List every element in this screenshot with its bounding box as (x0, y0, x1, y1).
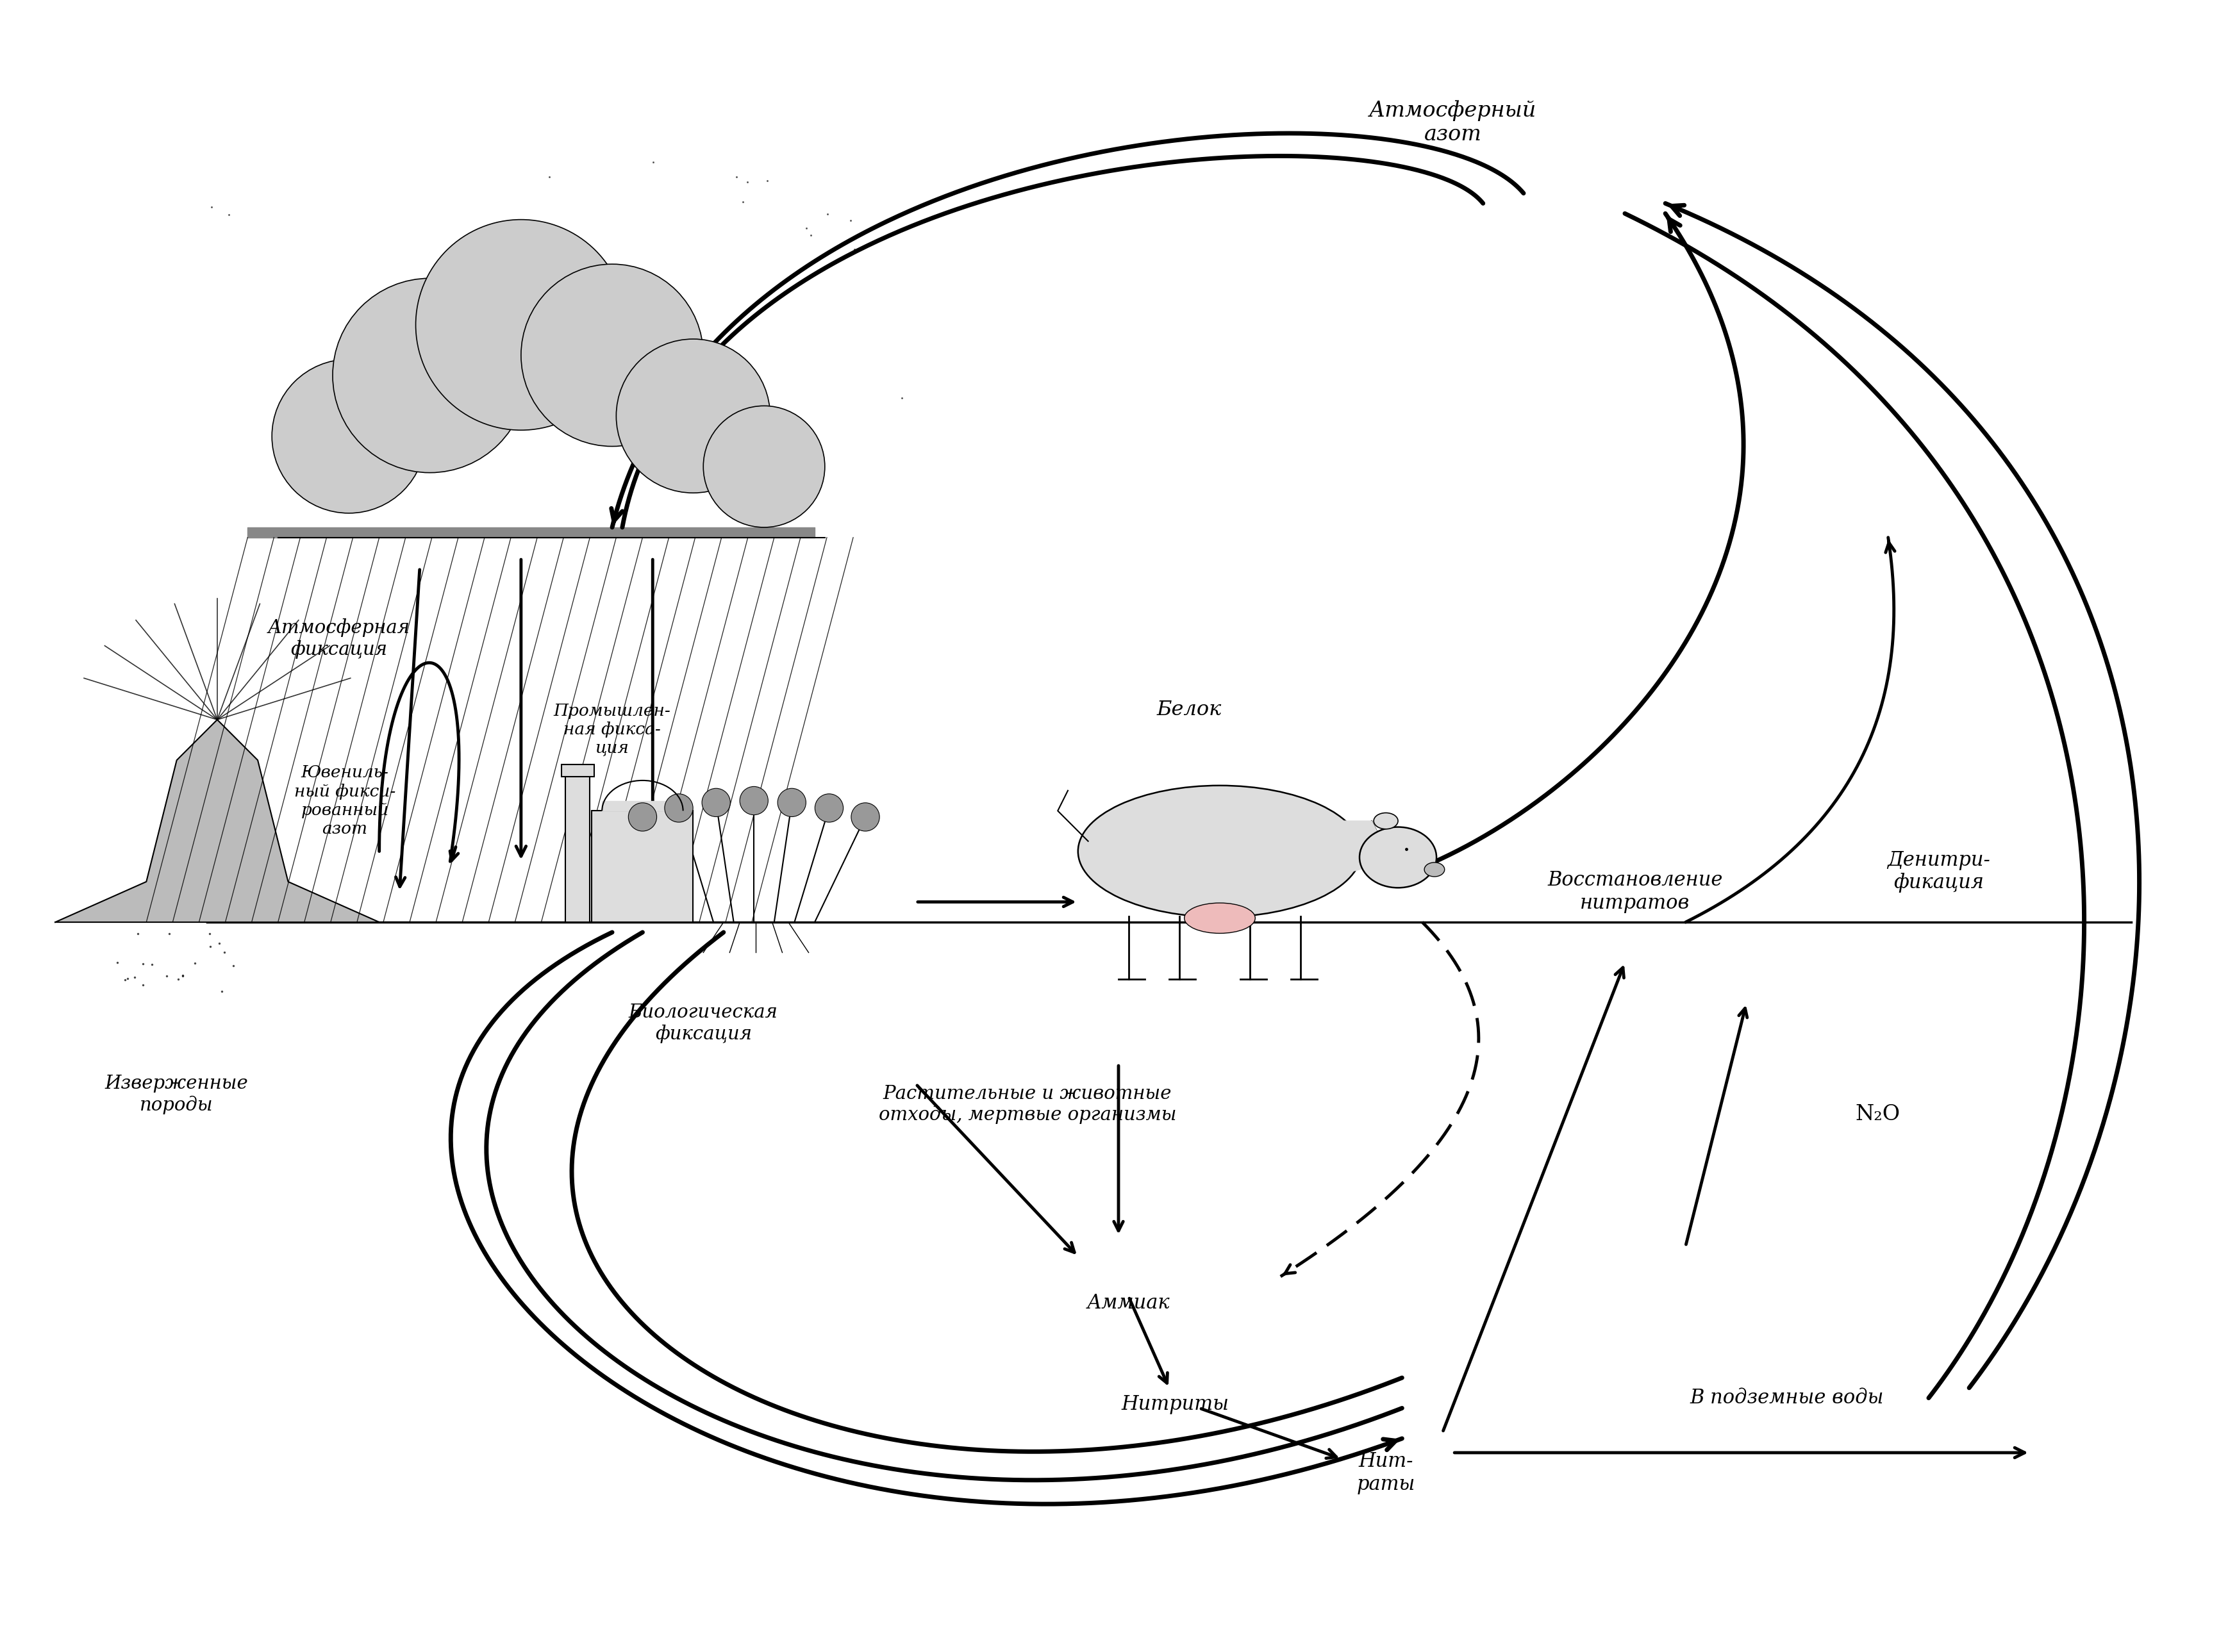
Circle shape (740, 786, 767, 814)
Polygon shape (1331, 821, 1391, 872)
Ellipse shape (1374, 813, 1398, 829)
Text: Атмосферный
азот: Атмосферный азот (1369, 101, 1537, 145)
Text: Аммиак: Аммиак (1087, 1294, 1170, 1313)
Text: Растительные и животные
отходы, мертвые организмы: Растительные и животные отходы, мертвые … (879, 1085, 1177, 1125)
Bar (566, 770, 591, 922)
Text: Ювениль-
ный фикси-
рованный
азот: Ювениль- ный фикси- рованный азот (293, 765, 396, 836)
Bar (593, 811, 693, 922)
Polygon shape (56, 720, 380, 922)
Circle shape (702, 788, 729, 816)
Ellipse shape (1078, 785, 1362, 917)
Text: Нит-
раты: Нит- раты (1356, 1452, 1416, 1495)
Text: Изверженные
породы: Изверженные породы (105, 1074, 248, 1113)
Circle shape (521, 264, 702, 446)
Ellipse shape (1360, 828, 1436, 887)
Text: Денитри-
фикация: Денитри- фикация (1888, 851, 1991, 894)
Circle shape (664, 795, 693, 823)
Polygon shape (277, 537, 825, 919)
Text: Восстановление
нитратов: Восстановление нитратов (1548, 871, 1722, 914)
Text: N₂O: N₂O (1854, 1104, 1901, 1125)
Circle shape (615, 339, 770, 492)
Text: Биологическая
фиксация: Биологическая фиксация (629, 1004, 778, 1042)
Ellipse shape (1183, 904, 1255, 933)
Circle shape (778, 788, 805, 816)
Polygon shape (602, 801, 682, 811)
Text: Промышлен-
ная фикса-
ция: Промышлен- ная фикса- ция (553, 704, 671, 757)
Text: Нитриты: Нитриты (1121, 1394, 1228, 1414)
Circle shape (273, 358, 425, 514)
Circle shape (416, 220, 626, 430)
Circle shape (629, 803, 658, 831)
Circle shape (850, 803, 879, 831)
Text: Белок: Белок (1157, 700, 1221, 720)
Circle shape (333, 278, 528, 472)
Circle shape (814, 795, 843, 823)
Circle shape (702, 406, 825, 527)
Text: Атмосферная
фиксация: Атмосферная фиксация (268, 618, 409, 659)
Text: В подземные воды: В подземные воды (1689, 1388, 1884, 1408)
Ellipse shape (1425, 862, 1445, 877)
Bar (561, 765, 595, 776)
